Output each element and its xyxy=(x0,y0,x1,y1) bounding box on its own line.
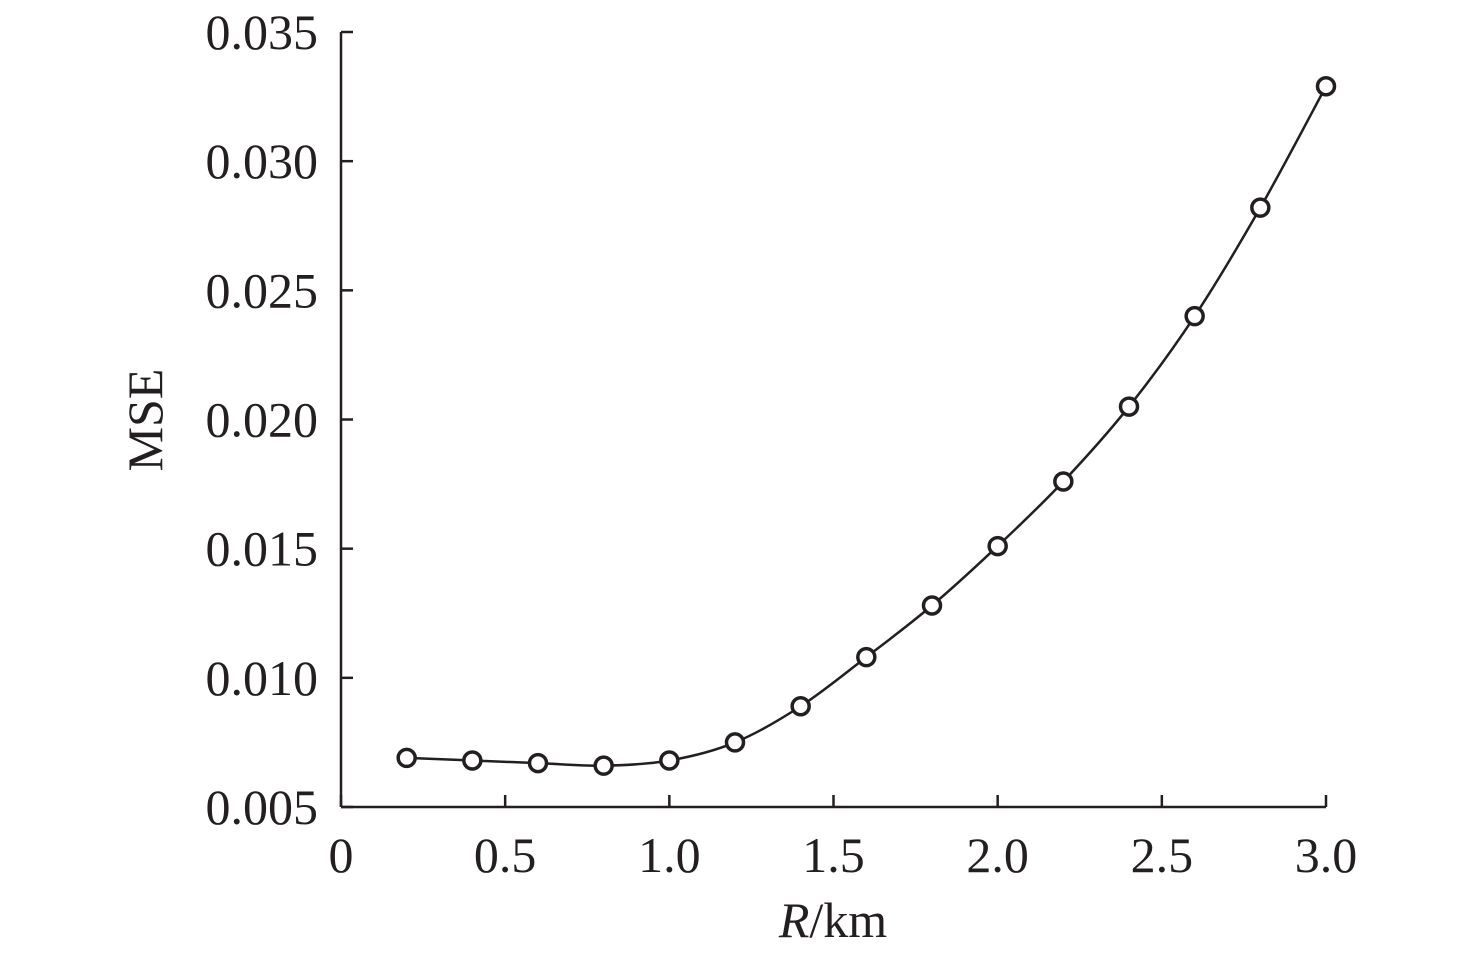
data-point xyxy=(856,646,877,668)
x-tick-label: 2.5 xyxy=(1131,827,1194,883)
data-point xyxy=(1184,305,1205,327)
data-point xyxy=(1053,471,1074,492)
x-tick-label: 3.0 xyxy=(1295,827,1358,883)
data-point xyxy=(396,747,417,769)
y-tick-label: 0.015 xyxy=(206,521,319,577)
data-point xyxy=(462,750,483,771)
x-tick-label: 0.5 xyxy=(474,827,537,883)
x-tick-label: 2.0 xyxy=(966,827,1029,883)
data-point xyxy=(1315,76,1337,97)
y-ticks: 0.005 0.010 0.015 0.020 0.025 0.030 0.035 xyxy=(206,4,353,835)
y-axis-label: MSE xyxy=(117,369,173,472)
data-point xyxy=(527,752,549,774)
x-tick-label: 0 xyxy=(329,827,354,883)
y-tick-label: 0.005 xyxy=(206,779,319,835)
data-point xyxy=(659,750,680,771)
data-point xyxy=(593,755,614,776)
data-point xyxy=(921,595,943,616)
x-axis-label-symbol: R xyxy=(778,892,810,948)
x-axis-label: R/km xyxy=(778,892,887,948)
y-tick-label: 0.025 xyxy=(206,262,319,318)
y-tick-label: 0.010 xyxy=(206,650,319,706)
y-tick-label: 0.030 xyxy=(206,133,319,189)
data-point xyxy=(1118,396,1140,417)
x-tick-label: 1.0 xyxy=(638,827,701,883)
series-markers xyxy=(396,76,1337,776)
data-point xyxy=(987,535,1008,557)
x-axis-label-unit: /km xyxy=(809,892,887,948)
data-point xyxy=(724,732,746,753)
y-tick-label: 0.020 xyxy=(206,392,319,448)
data-point xyxy=(790,696,811,717)
data-point xyxy=(1250,197,1271,218)
x-tick-label: 1.5 xyxy=(802,827,865,883)
y-tick-label: 0.035 xyxy=(206,4,319,60)
x-ticks: 0 0.5 1.0 1.5 2.0 2.5 3.0 xyxy=(329,795,1358,883)
axes xyxy=(339,32,1326,809)
